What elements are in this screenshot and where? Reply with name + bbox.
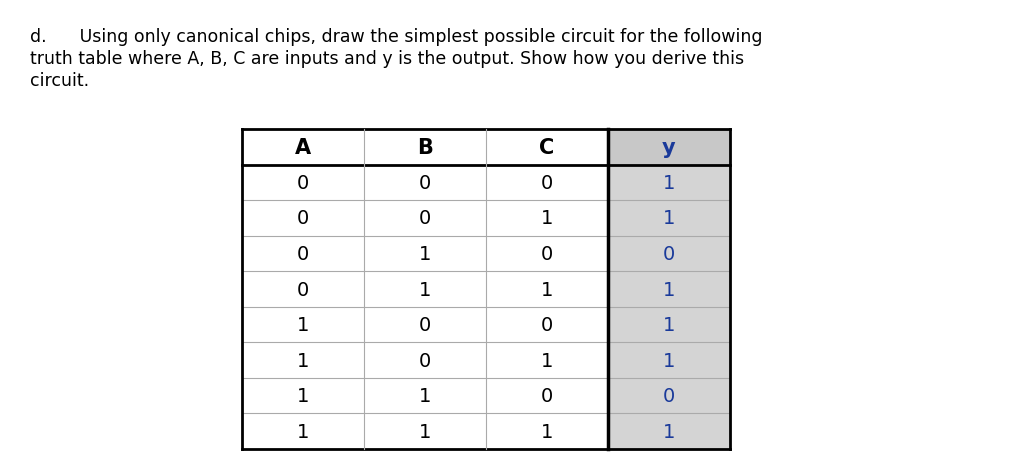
Text: 0: 0 [419, 209, 431, 228]
Text: 0: 0 [297, 244, 309, 263]
Bar [608, 342, 731, 378]
Text: 1: 1 [541, 209, 553, 228]
Bar [608, 272, 731, 307]
Bar [242, 342, 364, 378]
Bar [486, 130, 608, 165]
Text: C: C [540, 138, 555, 157]
Text: 0: 0 [297, 280, 309, 299]
Bar [364, 130, 486, 165]
Bar [364, 307, 486, 342]
Bar [486, 236, 608, 272]
Bar [608, 165, 731, 201]
Text: d.      Using only canonical chips, draw the simplest possible circuit for the f: d. Using only canonical chips, draw the … [30, 28, 762, 46]
Bar [242, 307, 364, 342]
Bar [364, 165, 486, 201]
Bar [486, 342, 608, 378]
Bar [608, 236, 731, 272]
Text: 1: 1 [297, 422, 309, 441]
Text: 1: 1 [419, 244, 431, 263]
Bar [608, 378, 731, 414]
Text: B: B [417, 138, 433, 157]
Text: 0: 0 [541, 244, 553, 263]
Bar [608, 414, 731, 449]
Bar [364, 272, 486, 307]
Bar [364, 236, 486, 272]
Bar [608, 201, 731, 236]
Text: 1: 1 [663, 351, 675, 370]
Bar [242, 378, 364, 414]
Text: 1: 1 [541, 422, 553, 441]
Text: 1: 1 [541, 280, 553, 299]
Bar [486, 165, 608, 201]
Bar [608, 130, 731, 165]
Bar [242, 272, 364, 307]
Text: truth table where A, B, C are inputs and y is the output. Show how you derive th: truth table where A, B, C are inputs and… [30, 50, 744, 68]
Text: 1: 1 [663, 174, 675, 192]
Text: 0: 0 [541, 386, 553, 405]
Bar [242, 414, 364, 449]
Text: 1: 1 [541, 351, 553, 370]
Bar [608, 307, 731, 342]
Text: 0: 0 [419, 315, 431, 334]
Text: 0: 0 [419, 351, 431, 370]
Bar [364, 414, 486, 449]
Bar [486, 378, 608, 414]
Text: 1: 1 [297, 351, 309, 370]
Text: 1: 1 [663, 209, 675, 228]
Bar [242, 130, 364, 165]
Text: 0: 0 [663, 244, 675, 263]
Text: 0: 0 [541, 315, 553, 334]
Text: 0: 0 [663, 386, 675, 405]
Bar [364, 342, 486, 378]
Bar [486, 414, 608, 449]
Text: 1: 1 [663, 315, 675, 334]
Text: 1: 1 [419, 422, 431, 441]
Text: 0: 0 [541, 174, 553, 192]
Bar [486, 307, 608, 342]
Text: 0: 0 [419, 174, 431, 192]
Text: 1: 1 [297, 386, 309, 405]
Text: 0: 0 [297, 174, 309, 192]
Text: 0: 0 [297, 209, 309, 228]
Text: 1: 1 [297, 315, 309, 334]
Text: 1: 1 [663, 280, 675, 299]
Bar [364, 378, 486, 414]
Bar [242, 165, 364, 201]
Bar [486, 272, 608, 307]
Text: circuit.: circuit. [30, 72, 89, 90]
Text: 1: 1 [663, 422, 675, 441]
Text: 1: 1 [419, 386, 431, 405]
Text: A: A [294, 138, 311, 157]
Bar [486, 201, 608, 236]
Bar [364, 201, 486, 236]
Text: y: y [662, 138, 676, 157]
Bar [242, 236, 364, 272]
Text: 1: 1 [419, 280, 431, 299]
Bar [242, 201, 364, 236]
